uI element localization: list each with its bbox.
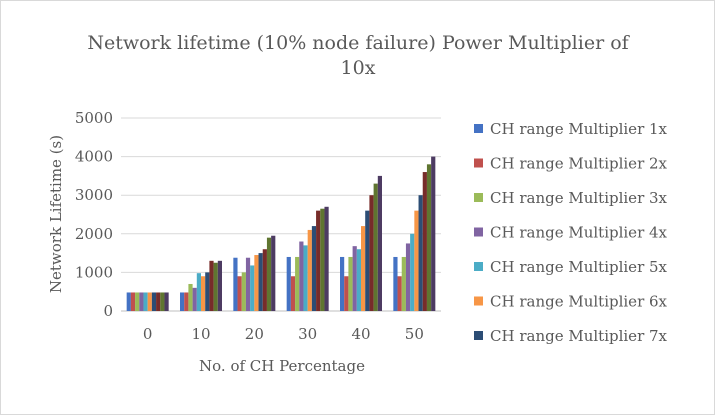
bar <box>271 235 276 311</box>
y-tick-label: 1000 <box>75 263 113 281</box>
legend-label: CH range Multiplier 3x <box>490 189 668 207</box>
bar <box>151 292 157 311</box>
bar <box>184 292 189 311</box>
y-axis-label: Network Lifetime (s) <box>47 135 65 293</box>
legend-swatch <box>474 331 483 340</box>
bar <box>135 292 140 311</box>
bar <box>192 287 197 311</box>
bar <box>143 292 148 311</box>
x-tick-label: 10 <box>191 325 210 343</box>
bar <box>188 283 193 311</box>
bar <box>422 172 427 311</box>
bar <box>147 292 152 311</box>
bar <box>237 276 242 311</box>
bar <box>311 226 317 311</box>
bar <box>320 208 325 311</box>
bar <box>286 256 291 311</box>
legend-label: CH range Multiplier 2x <box>490 155 668 173</box>
bar <box>262 249 267 311</box>
bar <box>426 164 432 311</box>
bar <box>410 233 415 311</box>
bar <box>250 265 255 311</box>
bar <box>344 276 349 311</box>
bar <box>307 229 312 311</box>
y-tick-label: 3000 <box>75 186 113 204</box>
bar <box>130 292 136 311</box>
bar <box>241 272 246 311</box>
bar <box>139 292 144 311</box>
bar <box>258 253 263 311</box>
legend-swatch <box>474 193 483 202</box>
legend-swatch <box>474 227 483 237</box>
bar <box>156 292 161 311</box>
bar <box>295 256 300 311</box>
legend-swatch <box>474 262 483 271</box>
legend-swatch <box>474 296 483 306</box>
legend-label: CH range Multiplier 6x <box>490 293 668 311</box>
legend-label: CH range Multiplier 4x <box>490 224 668 242</box>
bar <box>377 175 382 311</box>
x-tick-label: 20 <box>245 325 264 343</box>
bars <box>126 156 436 311</box>
y-tick-labels: 0 1000 2000 3000 4000 5000 <box>75 109 113 320</box>
y-tick-label: 5000 <box>75 109 113 127</box>
legend-swatch <box>474 124 483 133</box>
bar <box>316 210 321 311</box>
bar <box>205 272 210 311</box>
bar <box>418 195 423 311</box>
bar <box>245 257 251 311</box>
bar <box>126 292 131 311</box>
bar <box>348 256 353 311</box>
bar <box>290 276 296 311</box>
bar <box>431 156 436 311</box>
bar <box>233 257 238 311</box>
x-tick-label: 50 <box>405 325 424 343</box>
y-tick-label: 0 <box>103 302 113 320</box>
bar <box>369 195 374 311</box>
y-tick-label: 2000 <box>75 225 113 243</box>
legend-label: CH range Multiplier 7x <box>490 327 668 345</box>
bar <box>414 210 419 311</box>
bar <box>365 210 370 311</box>
bar <box>254 255 259 311</box>
bar <box>352 246 357 311</box>
chart-title-line-1: Network lifetime (10% node failure) Powe… <box>87 32 630 54</box>
bar <box>299 241 304 311</box>
x-tick-label: 0 <box>143 325 153 343</box>
bar <box>393 256 398 311</box>
bar <box>160 292 165 311</box>
legend-label: CH range Multiplier 1x <box>490 120 668 138</box>
bar <box>340 256 345 311</box>
bar <box>180 292 185 311</box>
bar <box>324 206 329 311</box>
bar <box>356 249 361 311</box>
bar <box>373 183 378 311</box>
bar <box>164 292 169 311</box>
legend-swatch <box>474 158 483 168</box>
x-tick-label: 30 <box>298 325 317 343</box>
bar <box>213 262 218 311</box>
bar <box>401 256 406 311</box>
bar <box>303 245 308 311</box>
x-tick-label: 40 <box>351 325 370 343</box>
chart-title-line-2: 10x <box>341 57 376 79</box>
legend: CH range Multiplier 1x CH range Multiplie… <box>474 120 668 345</box>
bar <box>405 243 411 311</box>
bar <box>196 273 201 311</box>
bar <box>397 276 402 311</box>
bar <box>209 260 214 311</box>
x-tick-labels: 0 10 20 30 40 50 <box>143 325 424 343</box>
bar <box>361 226 366 311</box>
bar <box>217 260 222 311</box>
bar <box>266 237 272 311</box>
legend-label: CH range Multiplier 5x <box>490 258 668 276</box>
x-axis-label: No. of CH Percentage <box>199 357 365 375</box>
gridlines <box>121 117 441 312</box>
bar <box>201 276 206 311</box>
y-tick-label: 4000 <box>75 148 113 166</box>
